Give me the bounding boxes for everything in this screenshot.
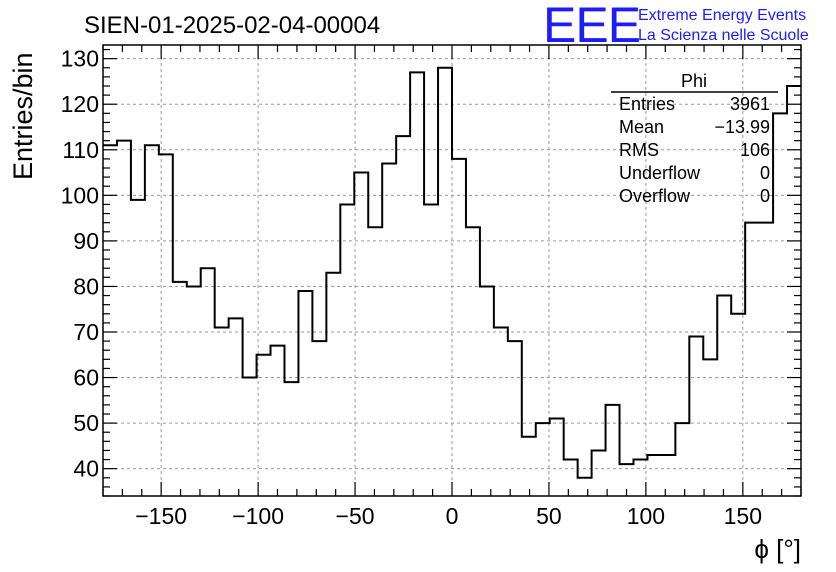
y-tick-label: 90 (73, 228, 99, 254)
stats-box: Phi Entries 3961 Mean −13.99 RMS 106 Und… (611, 71, 778, 206)
y-tick-label: 130 (61, 46, 99, 72)
stats-title: Phi (681, 71, 707, 91)
y-tick-label: 70 (73, 319, 99, 345)
histogram-outline (103, 66, 801, 479)
x-tick-label: 50 (536, 503, 562, 529)
x-tick-label: 100 (627, 503, 665, 529)
stats-label-underflow: Underflow (619, 163, 701, 183)
stats-label-mean: Mean (619, 117, 664, 137)
x-tick-label: −50 (336, 503, 375, 529)
y-tick-label: 50 (73, 410, 99, 436)
y-tick-label: 60 (73, 365, 99, 391)
stats-label-rms: RMS (619, 140, 659, 160)
axes: −150 −100 −50 0 50 100 150 40 50 60 70 80 90 100 110 12… (61, 44, 802, 529)
x-tick-label: 0 (446, 503, 459, 529)
stats-value-rms: 106 (740, 140, 770, 160)
histogram-bars (103, 66, 801, 479)
brand-line-2: La Scienza nelle Scuole (638, 27, 809, 44)
y-tick-label: 120 (61, 91, 99, 117)
y-tick-label: 100 (61, 182, 99, 208)
brand-line-1: Extreme Energy Events (638, 7, 806, 24)
x-tick-label: −150 (135, 503, 187, 529)
brand-logo: EEE (543, 0, 640, 53)
stats-label-entries: Entries (619, 94, 675, 114)
brand-logo-group: EEE Extreme Energy Events La Scienza nel… (543, 0, 809, 53)
chart-title: SIEN-01-2025-02-04-00004 (84, 12, 380, 39)
stats-value-entries: 3961 (730, 94, 770, 114)
stats-label-overflow: Overflow (619, 186, 691, 206)
y-tick-label: 40 (73, 456, 99, 482)
x-tick-label: 150 (724, 503, 762, 529)
y-tick-label: 110 (62, 137, 99, 163)
stats-value-underflow: 0 (760, 163, 770, 183)
y-axis-label: Entries/bin (8, 52, 38, 180)
stats-value-overflow: 0 (760, 186, 770, 206)
x-axis-label: ϕ [°] (754, 534, 801, 564)
stats-value-mean: −13.99 (714, 117, 770, 137)
y-tick-label: 80 (73, 273, 99, 299)
x-tick-label: −100 (232, 503, 284, 529)
